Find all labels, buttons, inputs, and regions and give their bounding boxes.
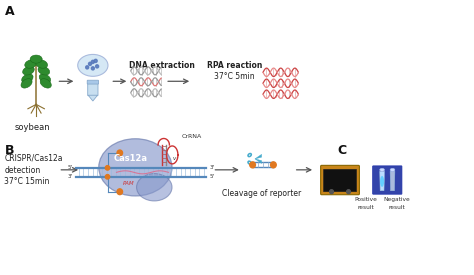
Circle shape	[329, 190, 333, 194]
Text: 5': 5'	[210, 174, 215, 179]
Text: Positive: Positive	[355, 197, 377, 202]
Circle shape	[117, 150, 123, 156]
Text: 37°C 15min: 37°C 15min	[4, 177, 50, 186]
Ellipse shape	[78, 54, 108, 76]
FancyBboxPatch shape	[373, 166, 402, 194]
Circle shape	[96, 65, 99, 68]
Text: RPA reaction: RPA reaction	[207, 61, 262, 70]
Ellipse shape	[38, 66, 50, 75]
Ellipse shape	[23, 66, 34, 75]
Text: DNA extraction: DNA extraction	[129, 61, 195, 70]
Circle shape	[346, 190, 350, 194]
Circle shape	[105, 175, 109, 179]
Polygon shape	[255, 154, 262, 159]
Text: result: result	[388, 205, 405, 210]
Text: B: B	[4, 144, 14, 157]
Text: Cas12a: Cas12a	[114, 154, 148, 163]
Ellipse shape	[380, 168, 384, 171]
FancyBboxPatch shape	[320, 165, 359, 195]
Text: soybean: soybean	[15, 123, 51, 132]
Text: detection: detection	[4, 166, 41, 175]
Text: 37°C 5min: 37°C 5min	[214, 72, 255, 81]
Circle shape	[89, 62, 91, 65]
Circle shape	[86, 66, 89, 69]
Ellipse shape	[390, 168, 395, 171]
Polygon shape	[380, 171, 384, 191]
Circle shape	[271, 162, 276, 168]
Ellipse shape	[36, 60, 47, 68]
Ellipse shape	[22, 74, 33, 83]
Ellipse shape	[21, 79, 32, 88]
Ellipse shape	[99, 139, 172, 196]
Polygon shape	[88, 95, 98, 101]
Text: 5': 5'	[68, 165, 73, 170]
Circle shape	[105, 166, 109, 170]
Text: v: v	[173, 156, 176, 161]
Polygon shape	[390, 171, 395, 191]
Ellipse shape	[137, 174, 172, 201]
Ellipse shape	[25, 60, 36, 68]
Text: Cleavage of reporter: Cleavage of reporter	[222, 189, 301, 198]
Text: 3': 3'	[210, 165, 215, 170]
Circle shape	[250, 162, 255, 168]
Text: 3': 3'	[68, 174, 73, 179]
Polygon shape	[255, 159, 262, 163]
FancyBboxPatch shape	[87, 80, 99, 84]
Text: PAM: PAM	[122, 181, 134, 186]
FancyBboxPatch shape	[88, 83, 98, 96]
Ellipse shape	[40, 79, 51, 88]
Text: C: C	[337, 144, 346, 157]
FancyBboxPatch shape	[323, 169, 356, 192]
Text: Negative: Negative	[383, 197, 410, 202]
Circle shape	[117, 189, 123, 195]
Ellipse shape	[30, 55, 42, 63]
Circle shape	[91, 60, 94, 64]
Text: result: result	[358, 205, 374, 210]
Text: CrRNA: CrRNA	[182, 134, 202, 139]
Circle shape	[94, 59, 97, 62]
Circle shape	[91, 67, 94, 70]
Ellipse shape	[39, 74, 51, 83]
Ellipse shape	[380, 176, 384, 187]
Text: A: A	[4, 5, 14, 18]
Text: CRISPR/Cas12a: CRISPR/Cas12a	[4, 154, 63, 163]
